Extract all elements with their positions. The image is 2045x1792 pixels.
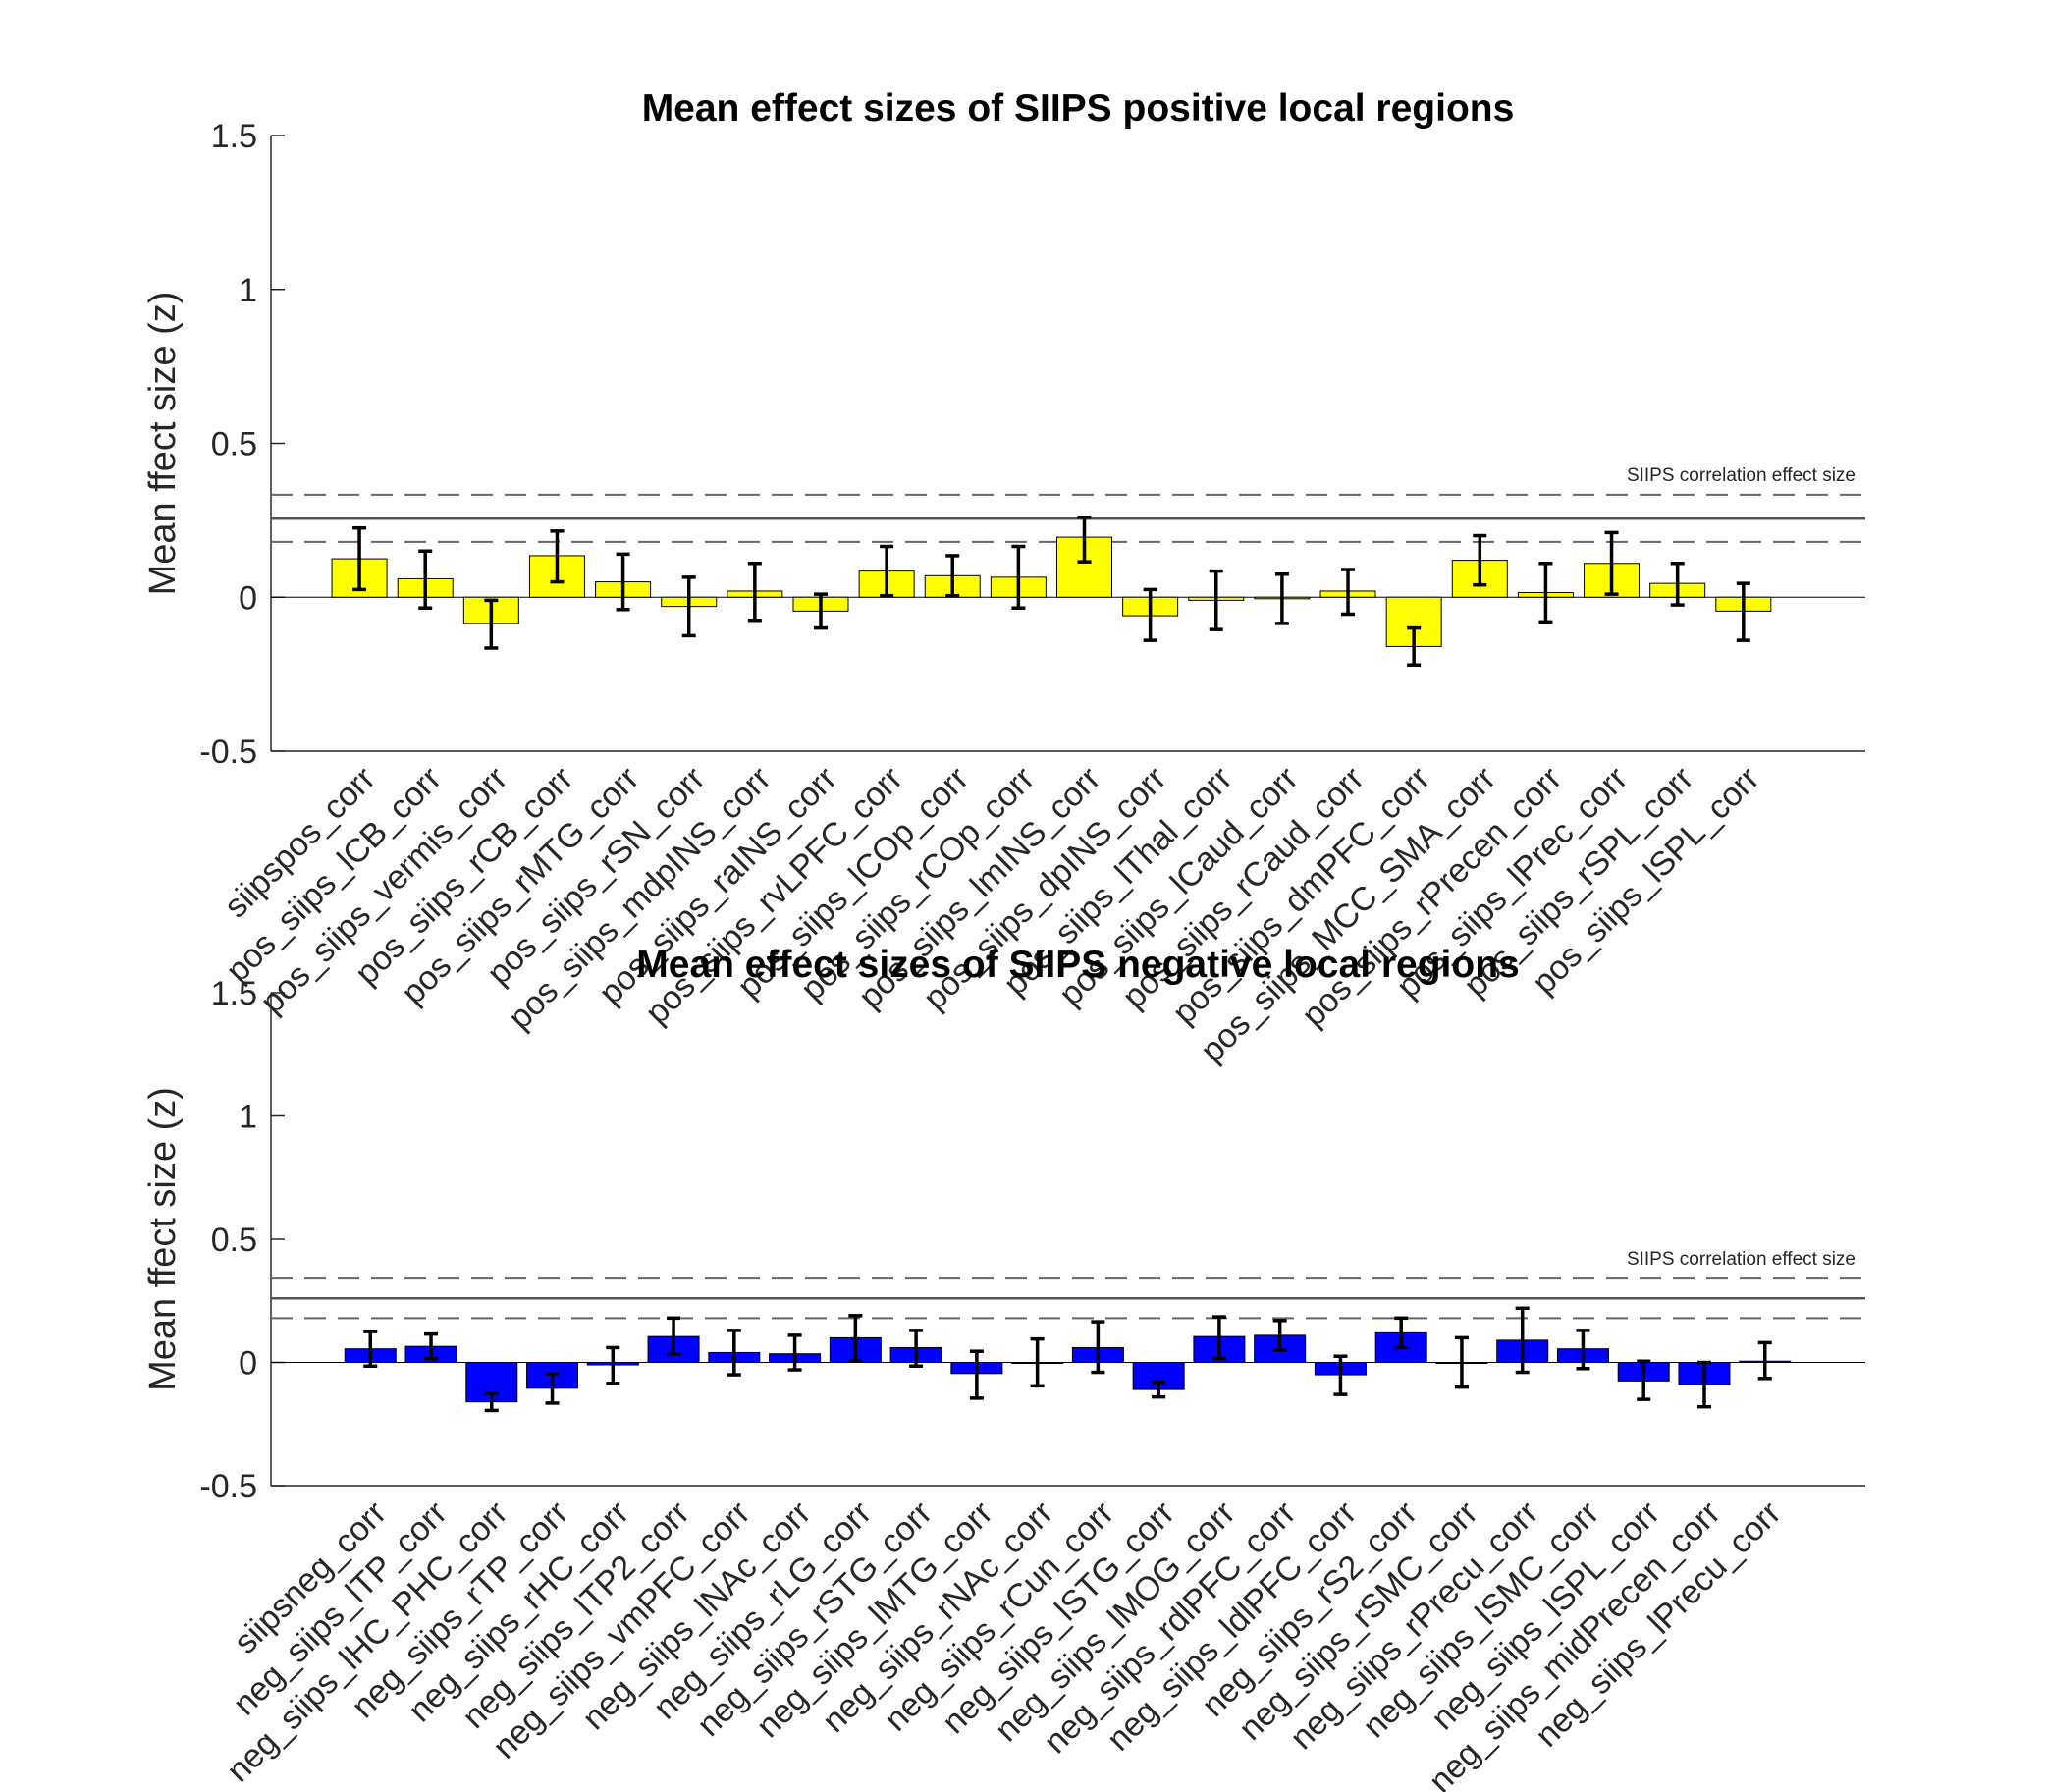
- y-axis-label: Mean ffect size (z): [142, 292, 184, 596]
- y-tick-label: 0.5: [211, 1222, 257, 1259]
- y-tick-label: -0.5: [199, 733, 257, 771]
- y-tick-label: 0: [239, 579, 257, 617]
- reference-label: SIIPS correlation effect size: [1627, 465, 1856, 486]
- y-tick-label: 1.5: [211, 975, 257, 1012]
- y-tick-label: 0.5: [211, 426, 257, 463]
- y-tick-label: 0: [239, 1345, 257, 1383]
- y-tick-label: 1: [239, 1099, 257, 1136]
- y-tick-label: -0.5: [199, 1468, 257, 1505]
- positive-regions-chart: -0.5 0 0.5 1 1.5 Mean effect sizes of SIIPS p…: [142, 87, 1865, 1069]
- y-tick-label: 1: [239, 272, 257, 309]
- negative-regions-chart: -0.5 0 0.5 1 1.5 Mean effect sizes of SIIPS n…: [142, 944, 1865, 1792]
- y-axis-label: Mean ffect size (z): [142, 1087, 184, 1391]
- y-tick-label: 1.5: [211, 118, 257, 155]
- chart-title: Mean effect sizes of SIIPS negative loca…: [636, 944, 1519, 986]
- reference-label: SIIPS correlation effect size: [1627, 1249, 1856, 1270]
- chart-title: Mean effect sizes of SIIPS positive loca…: [642, 87, 1515, 130]
